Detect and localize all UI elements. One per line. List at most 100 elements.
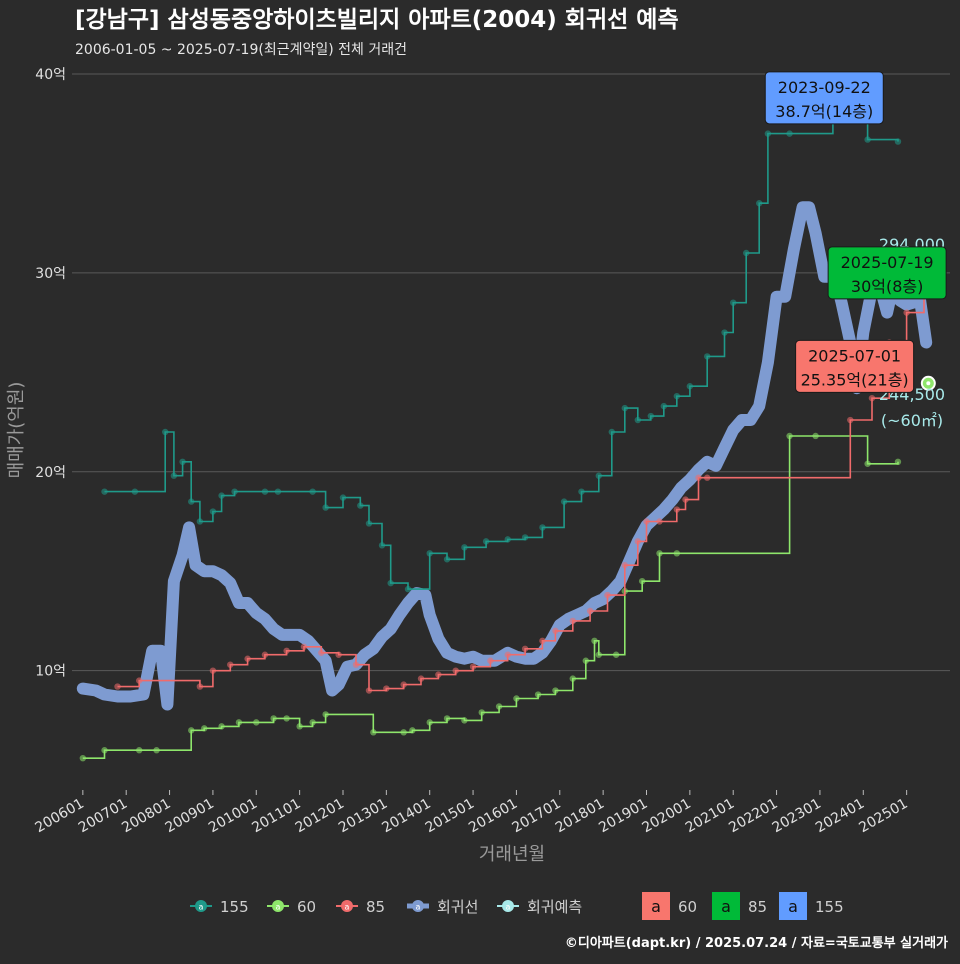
trade-point-155: [162, 428, 169, 436]
trade-point-155: [786, 130, 793, 137]
trade-point-85: [604, 591, 611, 599]
legend-swatch-dot: [502, 900, 514, 912]
trade-point-60: [296, 723, 303, 730]
trade-point-60: [786, 432, 793, 440]
x-tick-label: 200801: [119, 796, 173, 837]
trade-point-85: [703, 474, 711, 481]
trade-point-155: [131, 488, 139, 495]
legend-swatch-glyph: a: [416, 903, 421, 912]
legend-label: 85: [366, 898, 385, 916]
trade-point-60: [443, 715, 451, 722]
trade-point-60: [409, 727, 416, 734]
trade-point-155: [864, 136, 871, 143]
y-axis-ticks: 10억 20억 30억 40억: [35, 67, 66, 680]
legend-swatch-dot: [195, 900, 207, 912]
legend-swatch-dot: [341, 900, 353, 912]
trade-point-60: [591, 637, 598, 645]
legend-swatch-glyph: a: [345, 903, 350, 912]
legend-swatch-dot: [412, 900, 424, 912]
legend-swatch-glyph: a: [199, 903, 204, 912]
x-tick-label: 202001: [640, 796, 694, 837]
x-tick-label: 201201: [293, 796, 347, 837]
trade-point-60: [894, 458, 902, 466]
trade-point-60: [136, 747, 143, 754]
legend-label: 회귀선: [437, 898, 478, 916]
trade-point-85: [352, 661, 360, 668]
trade-point-85: [244, 655, 251, 662]
trade-point-60: [235, 719, 243, 726]
trade-point-85: [227, 661, 234, 668]
legend-label-box-glyph: a: [651, 897, 661, 916]
trade-point-85: [621, 562, 629, 569]
annotation-date: 2023-09-22: [778, 78, 871, 97]
trade-point-85: [365, 687, 373, 694]
trade-point-60: [461, 717, 468, 724]
trade-point-155: [179, 458, 186, 466]
y-tick-label: 10억: [35, 664, 66, 680]
trade-point-85: [318, 649, 325, 656]
chart-subtitle: 2006-01-05 ~ 2025-07-19(최근계약일) 전체 거래건: [75, 42, 407, 58]
x-tick-label: 201101: [249, 796, 303, 837]
trade-point-155: [660, 402, 668, 410]
trade-point-155: [339, 494, 347, 501]
trade-point-155: [357, 502, 364, 509]
x-tick-label: 201001: [206, 796, 260, 837]
trade-point-60: [595, 651, 602, 658]
legend-label: 회귀예측: [527, 898, 582, 916]
trade-point-60: [612, 651, 620, 658]
annotation-value: 30억(8층): [851, 277, 923, 296]
legend-label-box-text: 155: [815, 898, 844, 916]
legend-label-box: [712, 892, 740, 920]
trade-point-60: [322, 711, 329, 718]
annotation-box-60: [795, 339, 915, 393]
y-axis-label: 매매가(억원): [6, 382, 27, 479]
trade-point-85: [552, 627, 559, 635]
trade-point-155: [686, 383, 694, 390]
trade-point-85: [383, 685, 390, 692]
trade-point-60: [270, 715, 277, 722]
annotation-box-85: [827, 246, 947, 300]
x-tick-label: 201601: [466, 796, 520, 837]
trade-point-85: [283, 647, 290, 654]
x-tick-label: 201301: [336, 796, 390, 837]
trade-point-155: [703, 353, 711, 360]
legend-swatch-dot: [272, 900, 284, 912]
trade-point-60: [153, 747, 160, 754]
trade-point-60: [656, 550, 663, 557]
legend-swatch-glyph: a: [506, 903, 511, 912]
trade-point-155: [521, 534, 529, 541]
trade-point-155: [634, 416, 642, 424]
trade-point-155: [261, 488, 269, 495]
legend-label-box-glyph: a: [788, 897, 798, 916]
trade-point-155: [404, 585, 412, 593]
trade-point-60: [864, 460, 871, 467]
x-tick-label: 201401: [379, 796, 433, 837]
x-tick-label: 201801: [553, 796, 607, 837]
trade-point-60: [673, 550, 681, 557]
trade-point-155: [196, 518, 204, 525]
trade-point-85: [539, 637, 546, 645]
trade-point-85: [695, 474, 702, 481]
trade-point-155: [101, 488, 108, 495]
x-tick-label: 200601: [33, 796, 87, 837]
trade-point-155: [721, 329, 728, 336]
trade-point-60: [370, 729, 377, 736]
series-line-155: [104, 105, 899, 590]
legend-label-box: [779, 892, 807, 920]
trade-point-85: [682, 496, 689, 503]
trade-point-60: [400, 729, 407, 736]
trade-point-85: [261, 651, 269, 658]
annotation-date: 2025-07-01: [808, 346, 901, 365]
legend: a 155 a 60 a 85 a 회귀선 a 회귀예측 a 60 a 85 a 155: [190, 892, 844, 920]
trade-point-155: [365, 520, 373, 527]
trade-point-60: [283, 715, 290, 722]
trade-point-155: [578, 488, 585, 495]
annotation-date: 2025-07-19: [841, 253, 934, 272]
trade-point-85: [903, 309, 910, 316]
trade-point-60: [552, 687, 559, 694]
trade-point-155: [673, 392, 681, 400]
trade-point-85: [452, 667, 459, 674]
trade-point-155: [274, 488, 282, 495]
